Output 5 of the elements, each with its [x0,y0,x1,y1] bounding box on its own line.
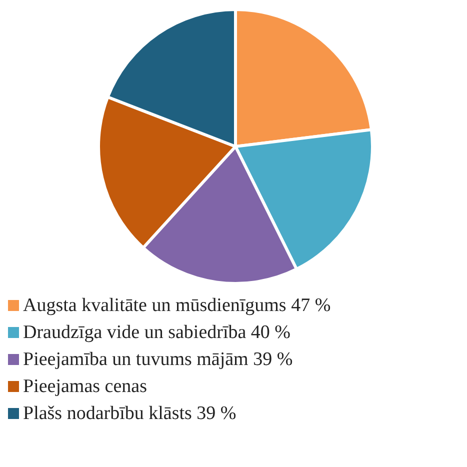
legend-label: Pieejamība un tuvums mājām 39 % [23,348,293,372]
legend-label: Augsta kvalitāte un mūsdienīgums 47 % [23,294,331,318]
legend-label: Draudzīga vide un sabiedrība 40 % [23,321,290,345]
legend-label: Plašs nodarbību klāsts 39 % [23,402,236,426]
legend-label: Pieejamas cenas [23,375,147,399]
